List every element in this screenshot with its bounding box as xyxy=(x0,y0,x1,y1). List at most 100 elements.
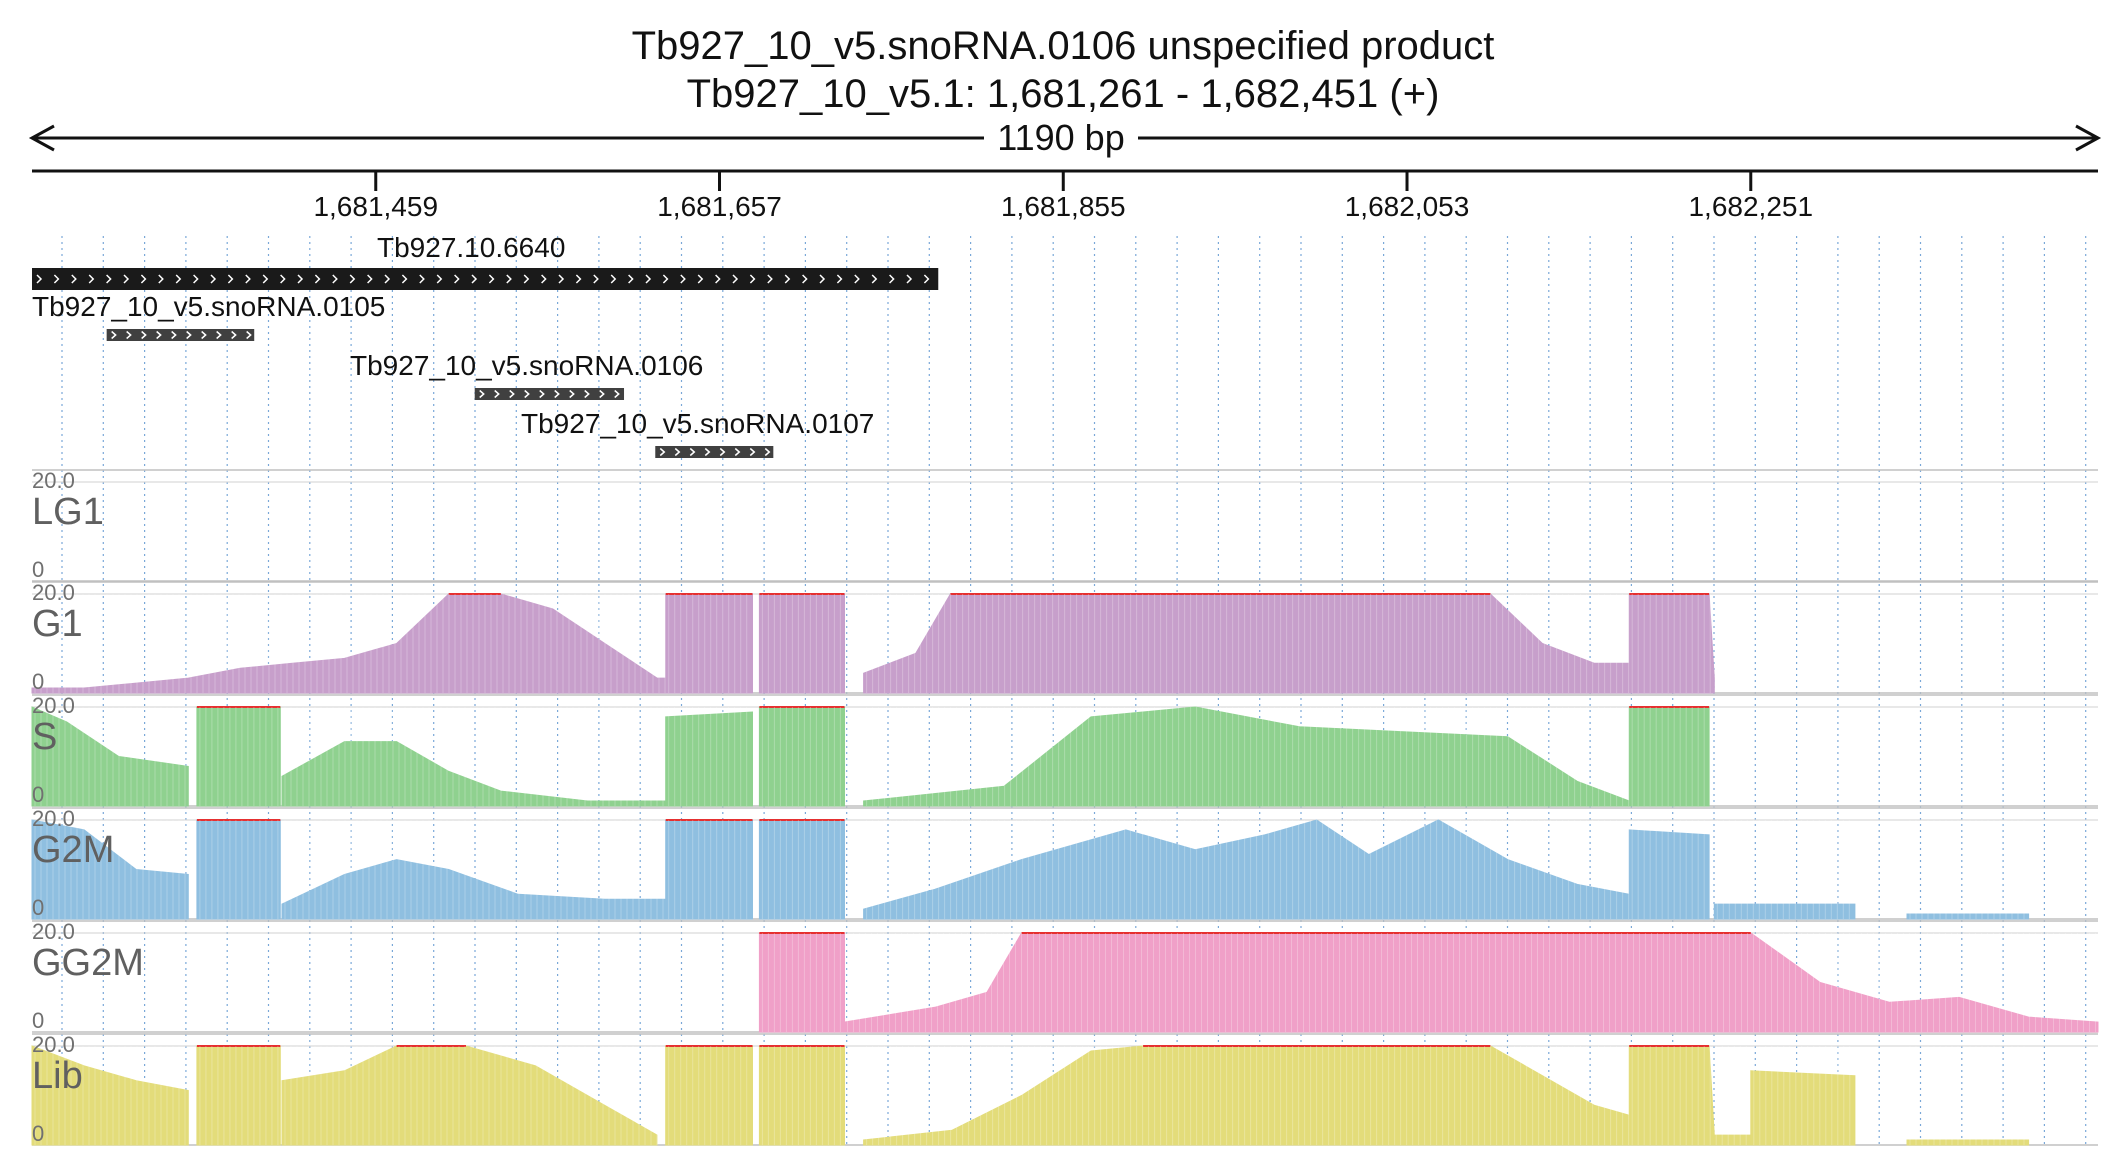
strand-chevron-icon xyxy=(111,330,117,340)
bar-texture xyxy=(34,707,1705,806)
coverage-area xyxy=(1906,913,2030,920)
strand-chevron-icon xyxy=(123,274,130,284)
strand-chevron-icon xyxy=(923,274,930,284)
strand-chevron-icon xyxy=(593,274,599,284)
strand-chevron-icon xyxy=(71,274,77,284)
strand-chevron-icon xyxy=(53,274,60,284)
strand-chevron-icon xyxy=(488,274,495,284)
coverage-area xyxy=(844,932,2099,1033)
track-ymin-label: 0 xyxy=(32,895,44,920)
coverage-area xyxy=(1628,706,1710,807)
strand-chevron-icon xyxy=(262,274,269,284)
feature-track: Tb927.10.6640 Tb927_10_v5.snoRNA.0105 Tb92… xyxy=(32,232,939,458)
ruler-tick-label: 1,681,855 xyxy=(1001,191,1126,222)
coverage-area xyxy=(1628,829,1710,920)
coverage-area xyxy=(758,706,845,807)
track-ymin-label: 0 xyxy=(32,1008,44,1033)
strand-chevron-icon xyxy=(523,274,530,284)
track-name-label: GG2M xyxy=(32,942,144,984)
feature-Tb927_10_v5.snoRNA.0107[interactable]: Tb927_10_v5.snoRNA.0107 xyxy=(521,408,874,458)
strand-chevron-icon xyxy=(719,447,726,457)
strand-chevron-icon xyxy=(749,447,756,457)
coverage-area xyxy=(1750,1070,1856,1146)
arrowhead-right-icon xyxy=(2075,124,2102,152)
strand-chevron-icon xyxy=(227,274,234,284)
strand-chevron-icon xyxy=(186,330,192,340)
strand-chevron-icon xyxy=(454,274,460,284)
strand-chevron-icon xyxy=(210,274,217,284)
strand-chevron-icon xyxy=(171,330,177,340)
strand-chevron-icon xyxy=(314,274,321,284)
strand-chevron-icon xyxy=(106,274,112,284)
strand-chevron-icon xyxy=(906,274,913,284)
strand-chevron-icon xyxy=(401,274,408,284)
strand-chevron-icon xyxy=(584,389,590,399)
feature-label: Tb927.10.6640 xyxy=(377,232,565,263)
strand-chevron-icon xyxy=(280,274,286,284)
coverage-area xyxy=(665,711,753,807)
strand-chevron-icon xyxy=(704,447,711,457)
feature-bar xyxy=(32,268,939,290)
feature-label: Tb927_10_v5.snoRNA.0106 xyxy=(350,350,703,381)
strand-chevron-icon xyxy=(349,274,356,284)
strand-chevron-icon xyxy=(734,447,741,457)
strand-chevron-icon xyxy=(836,274,843,284)
feature-Tb927_10_v5.snoRNA.0105[interactable]: Tb927_10_v5.snoRNA.0105 xyxy=(32,291,385,341)
strand-chevron-icon xyxy=(297,274,304,284)
strand-chevron-icon xyxy=(216,330,222,340)
track-name-label: S xyxy=(32,716,57,758)
feature-title: Tb927_10_v5.snoRNA.0106 unspecified prod… xyxy=(632,24,1495,68)
strand-chevron-icon xyxy=(662,274,669,284)
location-label: Tb927_10_v5.1: 1,681,261 - 1,682,451 (+) xyxy=(687,72,1440,116)
strand-chevron-icon xyxy=(471,274,478,284)
coverage-area xyxy=(281,859,667,920)
feature-Tb927_10_v5.snoRNA.0106[interactable]: Tb927_10_v5.snoRNA.0106 xyxy=(350,350,703,400)
strand-chevron-icon xyxy=(819,274,826,284)
coverage-area xyxy=(758,819,845,920)
track-ymin-label: 0 xyxy=(32,782,44,807)
strand-chevron-icon xyxy=(384,274,391,284)
coverage-area xyxy=(1628,1045,1752,1146)
strand-chevron-icon xyxy=(689,447,696,457)
coverage-area xyxy=(31,706,189,807)
feature-bar xyxy=(474,388,625,400)
strand-chevron-icon xyxy=(767,274,773,284)
strand-chevron-icon xyxy=(680,274,686,284)
coverage-area xyxy=(665,593,753,694)
span-length-label: 1190 bp xyxy=(997,117,1124,158)
strand-chevron-icon xyxy=(732,274,739,284)
track-name-label: LG1 xyxy=(32,491,104,533)
strand-chevron-icon xyxy=(541,274,547,284)
coverage-area xyxy=(863,819,1630,920)
track-g1: 20.0G1 0 xyxy=(31,580,2098,694)
strand-chevron-icon xyxy=(479,389,485,399)
strand-chevron-icon xyxy=(599,389,605,399)
strand-chevron-icon xyxy=(539,389,545,399)
strand-chevron-icon xyxy=(88,274,95,284)
ruler-tick-label: 1,681,459 xyxy=(313,191,438,222)
ruler-tick-label: 1,682,053 xyxy=(1345,191,1470,222)
coverage-area xyxy=(665,1045,753,1146)
strand-chevron-icon xyxy=(871,274,878,284)
span-arrow: 1190 bp xyxy=(28,117,2102,158)
strand-chevron-icon xyxy=(645,274,652,284)
title-block: Tb927_10_v5.snoRNA.0106 unspecified prod… xyxy=(632,24,1495,116)
track-ymax-label: 20.0 xyxy=(32,1032,75,1057)
strand-chevron-icon xyxy=(749,274,756,284)
coverage-area xyxy=(758,593,845,694)
feature-Tb927.10.6640[interactable]: Tb927.10.6640 xyxy=(32,232,939,290)
coverage-area xyxy=(31,593,667,694)
strand-chevron-icon xyxy=(506,274,512,284)
bar-texture xyxy=(34,1046,2025,1145)
track-s: 20.0S 0 xyxy=(31,693,2098,807)
coverage-area xyxy=(665,819,753,920)
bar-texture xyxy=(34,820,2025,919)
bar-texture xyxy=(34,594,1711,693)
strand-chevron-icon xyxy=(764,447,771,457)
coverage-area xyxy=(31,819,189,920)
strand-chevron-icon xyxy=(614,389,620,399)
strand-chevron-icon xyxy=(628,274,634,284)
